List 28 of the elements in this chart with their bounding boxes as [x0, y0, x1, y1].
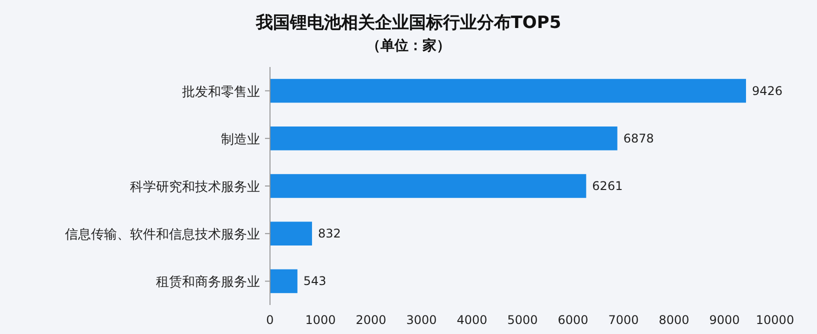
x-tick-label: 8000	[658, 313, 690, 327]
data-label: 6261	[592, 179, 623, 193]
y-tick-label: 批发和零售业	[182, 84, 260, 100]
data-label: 543	[303, 274, 326, 288]
data-label: 832	[318, 226, 341, 241]
y-tick-label: 科学研究和技术服务业	[130, 180, 260, 195]
y-tick-label: 制造业	[221, 132, 260, 148]
chart-subtitle: （单位：家）	[366, 37, 450, 54]
x-tick-label: 10000	[756, 313, 794, 327]
bar	[270, 269, 298, 294]
y-tick-label: 租赁和商务服务业	[156, 275, 260, 290]
x-tick-label: 4000	[456, 313, 488, 327]
x-tick-label: 1000	[305, 313, 336, 327]
bar	[270, 222, 312, 246]
x-tick-label: 9000	[709, 313, 740, 327]
data-label: 6878	[623, 131, 654, 146]
x-tick-label: 6000	[558, 313, 588, 327]
bar	[270, 126, 618, 150]
chart-title: 我国锂电池相关企业国标行业分布TOP5	[254, 13, 562, 33]
x-tick-label: 0	[266, 313, 274, 327]
bar	[270, 174, 586, 198]
bar	[270, 78, 746, 103]
x-tick-label: 3000	[406, 313, 437, 327]
x-tick-label: 7000	[608, 313, 639, 327]
y-tick-label: 信息传输、软件和信息技术服务业	[65, 228, 260, 243]
data-label: 9426	[752, 84, 783, 98]
x-tick-label: 5000	[507, 313, 538, 327]
x-tick-label: 2000	[356, 313, 386, 327]
